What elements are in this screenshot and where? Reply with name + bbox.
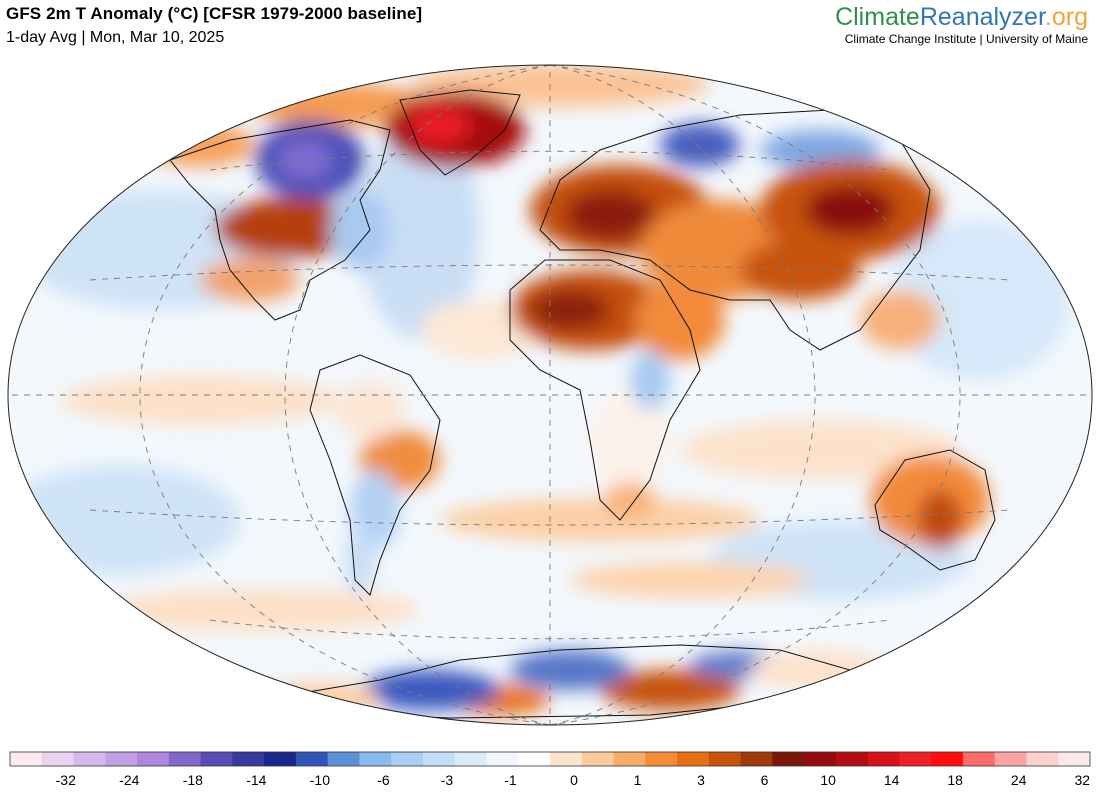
colorbar-tick-label: -14 [246,772,267,788]
map-subtitle: 1-day Avg | Mon, Mar 10, 2025 [6,29,225,46]
anomaly-blobs [8,65,1070,718]
graticule [8,65,1092,725]
colorbar-tick-label: -6 [377,772,390,788]
colorbar-tick-label: 0 [570,772,578,788]
outline-south-america [309,354,441,596]
colorbar-swatch-29 [931,752,964,766]
colorbar-tick-label: 6 [760,772,769,788]
colorbar-swatch-17 [550,752,583,766]
colorbar-swatch-2 [73,752,106,766]
colorbar-tick-label: -10 [309,772,330,788]
outline-australia [874,449,996,571]
colorbar-swatch-22 [708,752,742,766]
colorbar-tick-label: -24 [119,772,140,788]
colorbar-tick-label: 24 [1010,772,1027,788]
colorbar-swatch-5 [168,752,202,766]
colorbar-swatch-23 [740,752,773,766]
colorbar-tick-label: 32 [1074,772,1091,788]
outline-greenland [399,89,521,176]
outline-north-america [169,119,391,321]
colorbar-swatch-31 [994,752,1027,766]
colorbar-swatch-24 [772,752,805,766]
colorbar-swatch-6 [200,752,233,766]
colorbar-swatch-28 [899,752,932,766]
colorbar [9,751,1091,767]
colorbar-swatch-20 [645,752,678,766]
colorbar-swatch-16 [518,752,551,766]
colorbar-swatch-10 [327,752,360,766]
globe-outline [7,64,1093,726]
colorbar-swatch-19 [613,752,646,766]
colorbar-swatch-26 [835,752,869,766]
outline-africa [509,259,701,521]
map-title: GFS 2m T Anomaly (°C) [CFSR 1979-2000 ba… [6,4,423,23]
colorbar-tick-label: 14 [883,772,900,788]
colorbar-swatch-11 [359,752,392,766]
colorbar-swatch-32 [1026,752,1059,766]
colorbar-swatch-30 [962,752,996,766]
colorbar-swatch-18 [581,752,615,766]
colorbar-tick-label: -32 [55,772,76,788]
colorbar-frame [9,751,1091,767]
colorbar-swatch-27 [867,752,900,766]
colorbar-swatch-3 [105,752,138,766]
anomaly-map [7,64,1093,726]
colorbar-tick-label: -3 [440,772,454,788]
colorbar-swatch-13 [422,752,456,766]
colorbar-tick-label: -1 [504,772,517,788]
brand-name[interactable]: ClimateReanalyzer.org [835,2,1088,32]
colorbar-swatch-8 [264,752,297,766]
colorbar-swatch-4 [137,752,170,766]
brand-logo[interactable]: ClimateReanalyzer.org Climate Change Ins… [835,2,1088,46]
brand-name-reanalyzer: Reanalyzer [919,3,1045,31]
colorbar-tick-label: 10 [820,772,836,788]
colorbar-swatch-0 [10,752,43,766]
colorbar-swatch-21 [677,752,710,766]
colorbar-swatch-14 [454,752,487,766]
brand-name-climate: Climate [835,3,920,31]
colorbar-swatch-25 [804,752,837,766]
colorbar-swatch-7 [232,752,265,766]
colorbar-swatch-9 [295,752,329,766]
colorbar-swatch-1 [41,752,75,766]
coastlines [169,89,996,719]
colorbar-swatch-33 [1058,752,1091,766]
brand-name-org: .org [1044,3,1088,31]
anomaly-field [8,65,1092,725]
colorbar-tick-label: 1 [633,772,642,788]
brand-affiliation: Climate Change Institute | University of… [844,32,1088,46]
colorbar-tick-label: -18 [182,772,203,788]
colorbar-swatch-15 [486,752,519,766]
outline-eurasia [539,109,931,351]
colorbar-tick-label: 3 [697,772,705,788]
colorbar-swatch-12 [391,752,424,766]
colorbar-tick-label: 18 [947,772,963,788]
